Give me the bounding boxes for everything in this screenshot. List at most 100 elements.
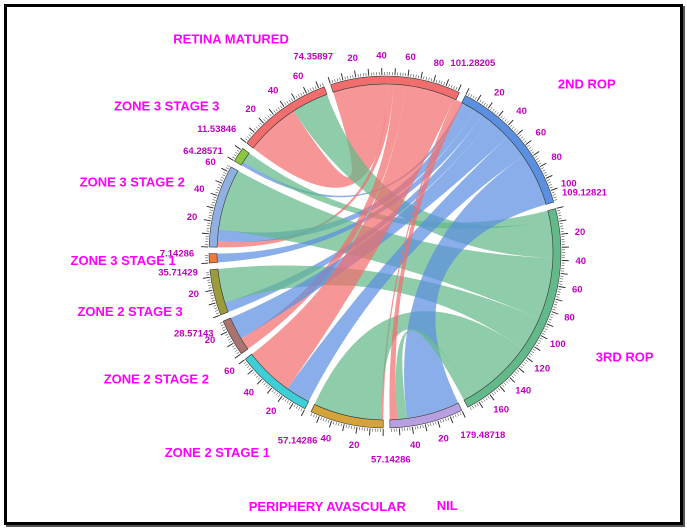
tick-mark xyxy=(525,140,532,146)
tick-mark xyxy=(499,386,506,393)
tick-mark xyxy=(248,127,255,133)
tick-mark xyxy=(531,151,535,154)
tick-label: 57.14286 xyxy=(278,435,318,446)
tick-mark xyxy=(246,136,250,139)
tick-mark xyxy=(267,386,270,389)
tick-mark xyxy=(289,403,294,410)
tick-mark xyxy=(247,369,254,375)
tick-label: 20 xyxy=(205,335,216,346)
tick-mark xyxy=(457,413,459,417)
tick-label: 11.53846 xyxy=(197,124,236,135)
tick-mark xyxy=(430,423,432,427)
tick-mark xyxy=(211,204,215,206)
tick-mark xyxy=(538,162,542,165)
tick-mark xyxy=(550,313,554,316)
tick-mark xyxy=(558,288,562,290)
sector-label-2nd-rop: 2ND ROP xyxy=(558,76,616,91)
tick-mark xyxy=(310,413,313,417)
tick-mark xyxy=(332,421,335,425)
tick-mark xyxy=(214,307,218,310)
tick-mark xyxy=(487,395,490,399)
tick-mark xyxy=(351,425,353,429)
tick-mark xyxy=(225,167,229,170)
tick-mark xyxy=(558,217,562,219)
tick-mark xyxy=(528,355,532,358)
tick-mark xyxy=(233,154,237,157)
tick-mark xyxy=(210,295,214,297)
tick-label: 20 xyxy=(438,434,449,445)
tick-mark xyxy=(221,167,228,172)
ribbon-periphery-avascular-to-3rd-rop xyxy=(314,311,523,420)
tick-mark xyxy=(533,151,540,156)
tick-mark xyxy=(548,318,552,321)
tick-mark xyxy=(258,117,264,124)
tick-mark xyxy=(236,351,240,354)
tick-mark xyxy=(208,214,212,216)
tick-mark xyxy=(515,371,518,375)
tick-mark xyxy=(203,219,211,222)
tick-mark xyxy=(213,305,217,307)
tick-mark xyxy=(557,212,561,214)
tick-mark xyxy=(263,118,266,122)
tick-mark xyxy=(518,367,525,373)
tick-mark xyxy=(515,130,519,133)
tick-mark xyxy=(267,115,270,119)
tick-mark xyxy=(286,101,289,104)
tick-mark xyxy=(433,74,437,82)
tick-mark xyxy=(220,331,228,336)
tick-label: 20 xyxy=(188,289,199,300)
tick-mark xyxy=(518,134,522,137)
tick-mark xyxy=(277,107,280,110)
tick-label: 20 xyxy=(349,440,360,451)
sector-arc-zone-2-stage-3 xyxy=(209,268,229,316)
tick-mark xyxy=(554,199,558,201)
tick-label: 40 xyxy=(194,184,205,195)
tick-mark xyxy=(300,408,303,412)
tick-mark xyxy=(485,397,488,401)
tick-mark xyxy=(229,340,233,343)
tick-label: 179.48718 xyxy=(460,430,505,441)
tick-mark xyxy=(420,71,423,79)
tick-mark xyxy=(268,108,274,115)
tick-mark xyxy=(225,333,229,336)
tick-mark xyxy=(520,136,524,139)
tick-mark xyxy=(532,348,536,351)
tick-mark xyxy=(505,380,509,384)
sector-label-zone-2-stage-3: ZONE 2 STAGE 3 xyxy=(77,304,182,319)
tick-mark xyxy=(542,169,546,172)
tick-mark xyxy=(327,419,330,423)
tick-mark xyxy=(340,73,344,81)
tick-mark xyxy=(554,301,558,303)
tick-mark xyxy=(556,206,564,209)
tick-mark xyxy=(227,156,234,161)
ribbon-zone-3-stage-2-to-2nd-rop xyxy=(217,104,476,242)
tick-mark xyxy=(432,422,434,426)
sector-arc-1st-rop xyxy=(330,75,460,101)
tick-mark xyxy=(279,105,283,109)
tick-mark xyxy=(275,392,279,396)
tick-mark xyxy=(234,349,238,352)
tick-mark xyxy=(327,76,331,84)
tick-mark xyxy=(537,342,540,345)
tick-mark xyxy=(298,407,301,410)
tick-mark xyxy=(507,379,511,382)
ribbon-zone-2-stage-1-to-2nd-rop xyxy=(287,136,523,402)
tick-mark xyxy=(278,394,281,398)
tick-label: 40 xyxy=(376,51,387,62)
tick-mark xyxy=(516,369,520,373)
tick-mark xyxy=(549,316,553,318)
sector-arc-periphery-avascular xyxy=(310,404,384,429)
tick-mark xyxy=(302,91,305,95)
tick-mark xyxy=(329,420,333,428)
tick-mark xyxy=(309,88,312,92)
tick-mark xyxy=(367,68,370,76)
tick-mark xyxy=(435,421,437,425)
tick-mark xyxy=(474,96,477,100)
sector-label-3rd-rop: 3RD ROP xyxy=(596,349,654,364)
tick-label: 80 xyxy=(564,313,575,324)
tick-mark xyxy=(415,74,417,78)
tick-mark xyxy=(212,199,216,201)
tick-mark xyxy=(208,302,216,306)
tick-mark xyxy=(539,337,543,340)
